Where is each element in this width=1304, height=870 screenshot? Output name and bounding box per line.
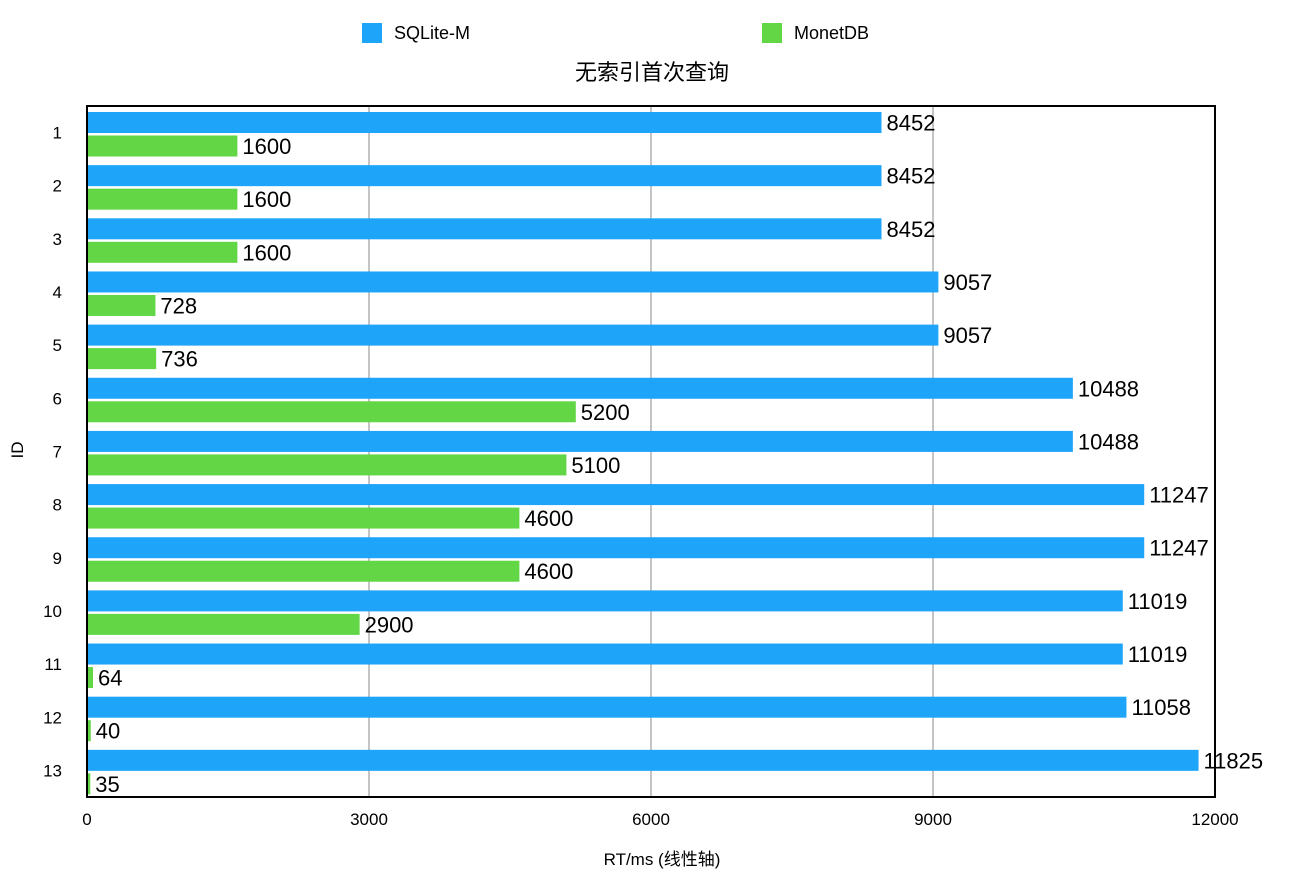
x-tick-label: 3000 [350, 810, 388, 829]
data-label-sqlite: 9057 [943, 270, 992, 295]
bar-sqlite [87, 165, 882, 187]
y-tick-label: 5 [53, 336, 62, 355]
bar-monetdb [87, 560, 520, 582]
bar-monetdb [87, 667, 94, 689]
data-label-sqlite: 10488 [1078, 376, 1139, 401]
bar-sqlite [87, 430, 1073, 452]
data-label-sqlite: 11019 [1128, 642, 1188, 667]
data-label-monetdb: 5200 [581, 400, 630, 425]
plot-border [86, 105, 1216, 798]
data-label-monetdb: 1600 [242, 134, 291, 159]
y-tick-label: 6 [53, 389, 62, 408]
data-label-monetdb: 736 [161, 347, 198, 372]
data-label-sqlite: 11247 [1149, 536, 1209, 561]
data-label-sqlite: 11058 [1131, 695, 1191, 720]
y-tick-label: 2 [53, 177, 62, 196]
data-label-monetdb: 4600 [524, 506, 573, 531]
bar-monetdb [87, 348, 157, 370]
y-tick-label: 12 [43, 708, 62, 727]
data-label-monetdb: 728 [160, 293, 197, 318]
data-label-sqlite: 8452 [886, 164, 935, 189]
legend-label-monetdb: MonetDB [794, 22, 870, 43]
x-axis-label: RT/ms (线性轴) [603, 850, 721, 869]
bar-monetdb [87, 613, 360, 635]
data-label-sqlite: 10488 [1078, 429, 1139, 454]
data-label-sqlite: 11247 [1149, 483, 1209, 508]
data-label-sqlite: 11019 [1128, 589, 1188, 614]
bar-sqlite [87, 271, 939, 293]
y-tick-label: 7 [53, 443, 62, 462]
data-label-monetdb: 64 [98, 666, 122, 691]
bar-monetdb [87, 454, 567, 476]
y-tick-label: 8 [53, 496, 62, 515]
legend-swatch-monetdb [762, 23, 782, 43]
x-tick-label: 6000 [632, 810, 670, 829]
y-tick-label: 1 [53, 124, 62, 143]
y-tick-label: 4 [53, 283, 62, 302]
bar-sqlite [87, 112, 882, 133]
bar-sqlite [87, 537, 1145, 559]
bar-sqlite [87, 218, 882, 240]
data-label-monetdb: 5100 [571, 453, 620, 478]
data-label-sqlite: 11825 [1204, 748, 1264, 773]
data-label-monetdb: 40 [96, 719, 120, 744]
x-tick-label: 9000 [914, 810, 952, 829]
data-label-sqlite: 8452 [886, 217, 935, 242]
data-label-sqlite: 9057 [943, 323, 992, 348]
y-tick-label: 11 [44, 655, 62, 674]
bar-sqlite [87, 324, 939, 346]
data-label-monetdb: 4600 [524, 559, 573, 584]
bar-monetdb [87, 294, 156, 316]
bar-monetdb [87, 188, 238, 210]
bar-sqlite [87, 590, 1123, 612]
data-label-monetdb: 2900 [365, 612, 414, 637]
chart-title: 无索引首次查询 [574, 60, 729, 85]
x-tick-label: 0 [82, 810, 91, 829]
legend-item-monetdb: MonetDB [762, 22, 869, 44]
y-tick-label: 3 [53, 230, 62, 249]
bar-sqlite [87, 696, 1127, 718]
x-tick-label: 12000 [1191, 810, 1238, 829]
y-tick-label: 9 [53, 549, 62, 568]
legend-swatch-sqlite [362, 23, 382, 43]
bar-sqlite [87, 377, 1073, 399]
bar-monetdb [87, 401, 576, 423]
y-tick-label: 13 [43, 761, 62, 780]
y-tick-label: 10 [43, 602, 62, 621]
data-label-monetdb: 35 [95, 772, 119, 797]
bar-monetdb [87, 241, 238, 263]
bar-sqlite [87, 643, 1123, 665]
bar-monetdb [87, 720, 91, 742]
data-label-monetdb: 1600 [242, 187, 291, 212]
legend-label-sqlite: SQLite-M [394, 22, 471, 43]
bar-monetdb [87, 507, 520, 529]
data-label-monetdb: 1600 [242, 240, 291, 265]
bar-sqlite [87, 749, 1199, 771]
bar-sqlite [87, 484, 1145, 506]
bar-monetdb [87, 773, 91, 795]
legend-item-sqlite: SQLite-M [362, 22, 470, 44]
bar-monetdb [87, 135, 238, 157]
data-label-sqlite: 8452 [886, 111, 935, 136]
